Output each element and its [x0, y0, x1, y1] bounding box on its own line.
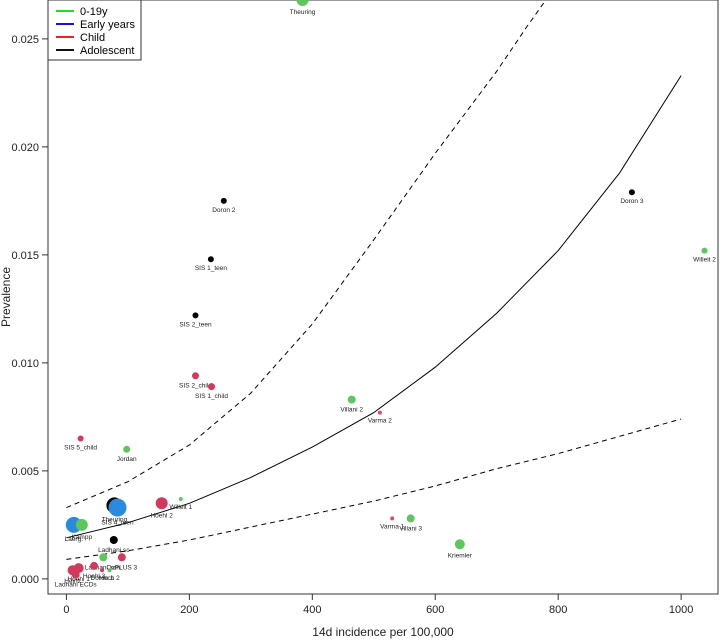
- data-point: [378, 411, 382, 415]
- data-point: [348, 396, 356, 404]
- data-point: [407, 514, 415, 522]
- fit-curves: [66, 0, 681, 559]
- legend-label: Child: [80, 32, 105, 44]
- data-label: SIS 1_child: [195, 393, 228, 400]
- y-tick-label: 0.020: [11, 142, 39, 154]
- x-tick-label: 200: [180, 604, 198, 616]
- y-tick-label: 0.005: [11, 466, 39, 478]
- legend-label: Early years: [80, 19, 136, 31]
- data-point: [297, 0, 309, 6]
- data-point: [702, 248, 708, 254]
- data-label: Kampp: [71, 534, 92, 541]
- data-points: Theuring Doron 2 Doron 3 SIS 1_teen Willeit …: [55, 0, 717, 589]
- data-point: [455, 539, 465, 549]
- scatter-chart: 0 200 400 600 800 1000 0.0000.0050.0100.0150.…: [0, 0, 722, 642]
- y-axis-title: Prevalence: [0, 267, 13, 327]
- y-tick-label: 0.015: [11, 250, 39, 262]
- data-point: [123, 446, 130, 453]
- data-label: Doron 2: [212, 207, 236, 214]
- y-axis-ticks: 0.000 0.005 0.010 0.015 0.020 0.025: [11, 34, 48, 586]
- data-point: [108, 568, 112, 572]
- data-label: Jordan: [117, 456, 137, 463]
- legend-label: Adolescent: [80, 45, 134, 57]
- fitted-line: [66, 76, 681, 538]
- x-tick-label: 400: [303, 604, 321, 616]
- y-tick-label: 0.000: [11, 574, 39, 586]
- plot-area: [48, 0, 718, 594]
- data-point: [99, 553, 107, 561]
- upper-ci-line: [66, 0, 558, 508]
- data-point: [221, 198, 227, 204]
- data-point: [78, 436, 84, 442]
- data-point: [192, 372, 199, 379]
- data-label: SIS 2_child: [179, 382, 212, 389]
- data-point: [193, 312, 199, 318]
- data-point: [208, 256, 214, 262]
- data-label: Villani 2: [340, 407, 363, 414]
- x-axis-title: 14d incidence per 100,000: [312, 625, 454, 639]
- data-point: [118, 553, 126, 561]
- data-label: SIS 4_teen: [101, 520, 134, 527]
- data-point: [629, 189, 635, 195]
- data-label: Kriemler: [448, 552, 473, 559]
- data-point: [110, 536, 118, 544]
- data-label: Doron 3: [620, 198, 644, 205]
- data-label: SIS 5_child: [64, 445, 97, 452]
- data-label: SIS 1_teen: [195, 265, 228, 272]
- data-point: [390, 516, 394, 520]
- data-label: Hoehl 2: [150, 512, 173, 519]
- data-point: [72, 571, 80, 579]
- y-tick-label: 0.025: [11, 34, 39, 46]
- lower-ci-line: [66, 419, 681, 559]
- y-tick-label: 0.010: [11, 358, 39, 370]
- data-label: Villani 3: [399, 525, 422, 532]
- data-label: SIS 2_teen: [179, 321, 212, 328]
- data-point: [156, 497, 168, 509]
- data-label: Ladhani sc: [98, 547, 130, 554]
- data-point: [208, 383, 215, 390]
- x-tick-label: 600: [426, 604, 444, 616]
- legend-label: 0-19y: [80, 6, 108, 18]
- data-label: Theuring: [290, 9, 316, 16]
- data-label: Willeit 1: [169, 504, 192, 511]
- data-point: [90, 562, 98, 570]
- data-point: [76, 519, 88, 531]
- x-axis-ticks: 0 200 400 600 800 1000: [63, 594, 693, 616]
- data-label: Ladhani ECDs: [55, 582, 98, 589]
- x-tick-label: 1000: [669, 604, 693, 616]
- data-point: [109, 499, 127, 517]
- data-point: [179, 497, 183, 501]
- data-label: Varma 2: [368, 418, 392, 425]
- data-point: [100, 568, 104, 572]
- data-label: Willeit 2: [693, 257, 716, 264]
- x-tick-label: 800: [549, 604, 567, 616]
- x-tick-label: 0: [63, 604, 69, 616]
